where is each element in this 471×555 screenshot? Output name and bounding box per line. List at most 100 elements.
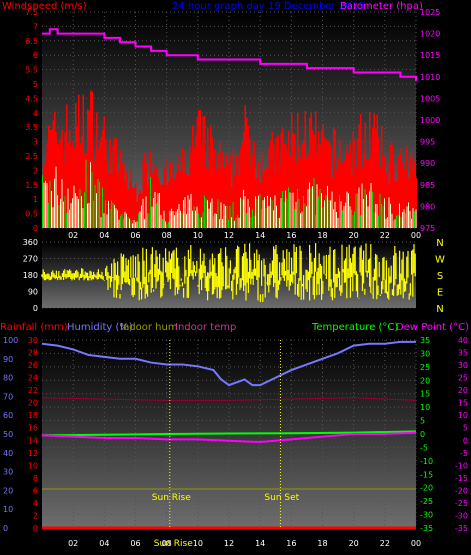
wind-avg-bar	[286, 198, 288, 228]
rain-y-tick: 26	[28, 361, 38, 370]
wind-gust-bar	[334, 130, 336, 228]
wind-avg-bar	[399, 203, 400, 228]
wind-avg-bar	[289, 192, 291, 228]
wind-avg-bar	[337, 217, 339, 228]
wind-gust-bar	[372, 127, 374, 228]
humidity-y-tick: 10	[3, 505, 13, 514]
wind-avg-bar	[256, 198, 258, 228]
wind-gust-bar	[295, 162, 297, 228]
wind-gust-bar	[283, 143, 285, 228]
wind-x-tick: 08	[162, 231, 172, 240]
wind-avg-bar	[352, 215, 354, 228]
wind-gust-bar	[163, 168, 165, 228]
humidity-y-tick: 100	[3, 336, 18, 345]
wind-gust-bar	[75, 103, 77, 228]
wind-gust-bar	[391, 145, 393, 228]
wind-avg-bar	[264, 197, 265, 228]
wind-avg-bar	[154, 192, 156, 228]
wind-gust-bar	[250, 166, 252, 228]
wind-avg-bar	[171, 208, 172, 228]
wind-gust-bar	[130, 169, 132, 228]
wind-avg-bar	[115, 208, 117, 228]
wind-gust-bar	[82, 94, 84, 228]
wind-avg-bar	[237, 215, 238, 228]
wind-y-tick: 4.5	[25, 94, 38, 103]
wind-avg-bar	[174, 214, 175, 228]
wind-avg-bar	[310, 187, 312, 228]
wind-gust-bar	[135, 183, 137, 228]
wind-avg-bar	[273, 210, 274, 228]
wind-avg-bar	[271, 200, 273, 228]
wind-gust-bar	[148, 179, 150, 228]
wind-avg-bar	[250, 217, 252, 228]
baro-y-tick: 1005	[420, 94, 440, 103]
wind-y-tick: 7	[33, 22, 38, 31]
wind-gust-bar	[127, 189, 129, 228]
wind-gust-bar	[366, 159, 368, 228]
wind-avg-bar	[262, 200, 264, 228]
wind-axis-title: Windspeed (m/s)	[2, 1, 87, 12]
wind-avg-bar	[255, 196, 256, 228]
wind-gust-bar	[112, 145, 114, 228]
wind-avg-bar	[283, 201, 285, 228]
wind-avg-bar	[142, 198, 144, 228]
temp-x-tick: 18	[317, 539, 327, 548]
wind-avg-bar	[268, 206, 270, 228]
wind-gust-bar	[192, 125, 194, 228]
wind-gust-bar	[222, 151, 224, 228]
wind-gust-bar	[172, 163, 174, 228]
wind-gust-bar	[151, 174, 153, 228]
wind-y-tick: 4	[33, 109, 38, 118]
wind-x-tick: 00	[411, 231, 421, 240]
sun-rise-bottom-label: Sun Rise	[154, 539, 193, 549]
wind-avg-bar	[381, 203, 382, 228]
wind-gust-bar	[360, 114, 362, 228]
wind-avg-bar	[82, 208, 84, 228]
wind-gust-bar	[48, 125, 50, 228]
dewpoint-axis-title: Dew Point (°C)	[396, 322, 469, 333]
wind-gust-bar	[352, 131, 354, 228]
wind-avg-bar	[370, 183, 372, 228]
wind-avg-bar	[343, 206, 345, 228]
wind-gust-bar	[304, 111, 306, 228]
humidity-y-tick: 90	[3, 355, 13, 364]
rain-y-tick: 6	[33, 486, 38, 495]
wind-avg-bar	[330, 200, 331, 228]
wind-gust-bar	[54, 111, 56, 228]
wind-avg-bar	[144, 219, 145, 228]
wind-avg-bar	[307, 189, 309, 228]
wind-gust-bar	[348, 153, 350, 228]
wind-avg-bar	[85, 159, 87, 228]
wind-avg-bar	[240, 197, 241, 228]
wind-avg-bar	[384, 198, 385, 228]
temp-y-tick: 15	[420, 390, 430, 399]
wind-avg-bar	[355, 193, 357, 228]
wind-avg-bar	[216, 213, 217, 228]
wind-avg-bar	[394, 219, 396, 228]
wind-gust-bar	[285, 143, 287, 228]
rain-y-tick: 28	[28, 349, 38, 358]
temp-y-tick: -20	[420, 484, 433, 493]
wind-gust-bar	[276, 137, 278, 228]
wind-y-tick: 5.5	[25, 66, 38, 75]
baro-axis-title: Barometer (hpa)	[340, 1, 423, 12]
wind-gust-bar	[216, 170, 218, 228]
wind-gust-bar	[229, 155, 231, 228]
wind-avg-bar	[208, 208, 210, 228]
wind-avg-bar	[349, 206, 351, 228]
wind-y-tick: 7.5	[25, 8, 38, 17]
wind-avg-bar	[189, 199, 190, 228]
wind-avg-bar	[318, 196, 319, 228]
temp-x-tick: 04	[99, 539, 109, 548]
wind-avg-bar	[159, 192, 160, 228]
wind-avg-bar	[103, 213, 105, 228]
wind-gust-bar	[177, 164, 179, 228]
wind-gust-bar	[286, 151, 288, 228]
wind-gust-bar	[315, 111, 317, 228]
wind-gust-bar	[369, 111, 371, 228]
indoor-temp-title: Indoor temp	[175, 322, 236, 333]
wind-avg-bar	[243, 189, 244, 228]
wind-gust-bar	[220, 167, 222, 228]
wind-gust-bar	[247, 125, 249, 228]
temp-x-tick: 22	[380, 539, 390, 548]
